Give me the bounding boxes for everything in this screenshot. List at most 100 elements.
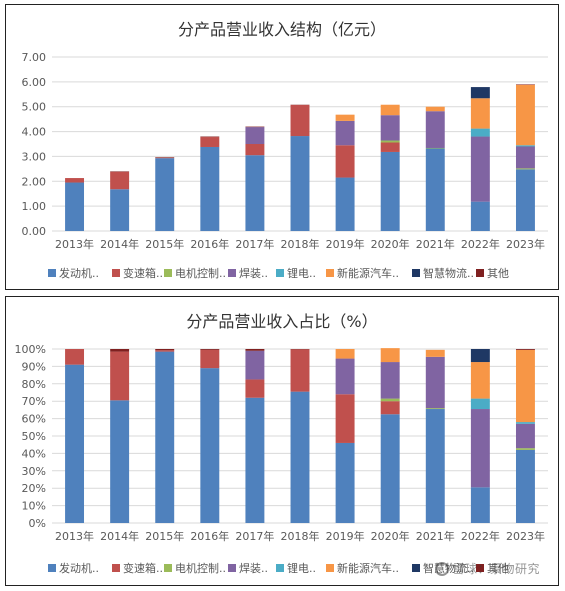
legend-swatch (326, 269, 334, 277)
bar-segment (380, 401, 400, 415)
legend-label: 其他 (487, 562, 509, 575)
legend-label: 电机控制.. (175, 561, 226, 575)
y-tick-label: 5.00 (22, 101, 47, 114)
x-tick-label: 2023年 (506, 237, 545, 251)
bar-segment (335, 394, 355, 443)
revenue-structure-svg: 分产品营业收入结构（亿元） 0.00 1.00 2.00 3.00 4.00 5.00 6.0… (22, 20, 548, 280)
bar-segment (470, 409, 490, 488)
snowball-logo-icon (435, 562, 450, 576)
y-tick-label: 3.00 (22, 150, 47, 163)
x-tick-label: 2021年 (416, 237, 455, 251)
bar-segment (515, 449, 535, 523)
bar-segment (245, 349, 265, 351)
y-tick-label: 0.00 (22, 225, 47, 238)
revenue-share-chart: 分产品营业收入占比（%） 0% 10% 20% 30% 40% 50% 60% 70% 80% 90… (5, 296, 559, 586)
bar-segment (515, 145, 535, 147)
legend-label: 焊装.. (239, 266, 268, 280)
bar-segment (470, 136, 490, 202)
bar-segment (245, 155, 265, 231)
legend-label: 新能源汽车.. (337, 266, 399, 280)
legend-swatch (228, 269, 236, 277)
y-tick-label: 6.00 (22, 76, 47, 89)
y-tick-label: 60% (22, 413, 46, 426)
bar-segment (335, 349, 355, 359)
bar-segment (515, 349, 535, 423)
x-tick-label: 2013年 (55, 529, 94, 543)
y-tick-label: 0% (29, 517, 46, 530)
y-tick-label: 100% (15, 343, 46, 356)
bar-segment (380, 414, 400, 523)
legend-swatch (476, 269, 484, 277)
legend-label: 其他 (487, 267, 509, 280)
legend-swatch (48, 564, 56, 572)
bar-segment (380, 348, 400, 363)
bar-segment (335, 442, 355, 523)
bar-segment (425, 356, 445, 409)
legend-label: 新能源汽车.. (337, 561, 399, 575)
bar-segment (155, 349, 175, 351)
x-tick-label: 2019年 (326, 237, 365, 251)
bar-segment (200, 349, 220, 350)
x-tick-label: 2015年 (145, 529, 184, 543)
legend-label: 智慧物流.. (423, 266, 474, 280)
bar-segment (425, 349, 445, 357)
bar-segment (425, 409, 445, 523)
bar-segment (380, 140, 400, 143)
revenue-structure-chart: 分产品营业收入结构（亿元） 0.00 1.00 2.00 3.00 4.00 5.00 6.0… (5, 4, 559, 290)
bar-segment (470, 98, 490, 129)
bar-segment (515, 422, 535, 424)
bar-segment (425, 408, 445, 410)
chart-title: 分产品营业收入占比（%） (186, 312, 377, 331)
y-tick-label: 50% (22, 430, 46, 443)
y-tick-label: 20% (22, 482, 46, 495)
bar-segment (290, 391, 310, 523)
bar-segment (290, 349, 310, 392)
bar-segment (335, 177, 355, 231)
y-tick-label: 2.00 (22, 175, 47, 188)
x-tick-label: 2016年 (190, 237, 229, 251)
bar-segment (65, 178, 85, 183)
bar-segment (380, 115, 400, 141)
legend-label: 锂电.. (287, 266, 316, 280)
legend-swatch (276, 564, 284, 572)
bar-segment (380, 142, 400, 152)
legend-swatch (412, 564, 420, 572)
legend-label: 变速箱.. (123, 266, 163, 280)
bar-segment (335, 120, 355, 146)
bar-segment (515, 423, 535, 449)
bar-segment (290, 104, 310, 137)
legend-label: 发动机.. (59, 266, 99, 280)
bar-segment (470, 398, 490, 410)
x-tick-label: 2022年 (461, 529, 500, 543)
bar-segment (425, 148, 445, 231)
legend-swatch (476, 564, 484, 572)
bar-segment (65, 364, 85, 523)
bar-segment (515, 84, 535, 146)
legend-label: 变速箱.. (123, 561, 163, 575)
bar-segment (470, 362, 490, 399)
bar-segment (245, 397, 265, 523)
legend-label: 锂电.. (287, 561, 316, 575)
bar-segment (335, 358, 355, 395)
legend-swatch (164, 564, 172, 572)
bar-segment (245, 144, 265, 156)
bar-segment (380, 362, 400, 399)
bar-segment (380, 104, 400, 116)
bar-segment (200, 146, 220, 231)
y-tick-label: 40% (22, 447, 46, 460)
legend-swatch (326, 564, 334, 572)
x-tick-label: 2023年 (506, 529, 545, 543)
x-tick-label: 2017年 (235, 237, 274, 251)
legend-label: 焊装.. (239, 561, 268, 575)
bar-segment (200, 349, 220, 369)
bar-segment (515, 448, 535, 450)
legend-swatch (48, 269, 56, 277)
bar-segment (425, 111, 445, 148)
y-tick-label: 70% (22, 395, 46, 408)
bar-segment (155, 351, 175, 523)
x-tick-label: 2018年 (281, 237, 320, 251)
x-tick-label: 2016年 (190, 529, 229, 543)
y-tick-label: 90% (22, 360, 46, 373)
bar-segment (245, 127, 265, 144)
legend-label: 电机控制.. (175, 266, 226, 280)
